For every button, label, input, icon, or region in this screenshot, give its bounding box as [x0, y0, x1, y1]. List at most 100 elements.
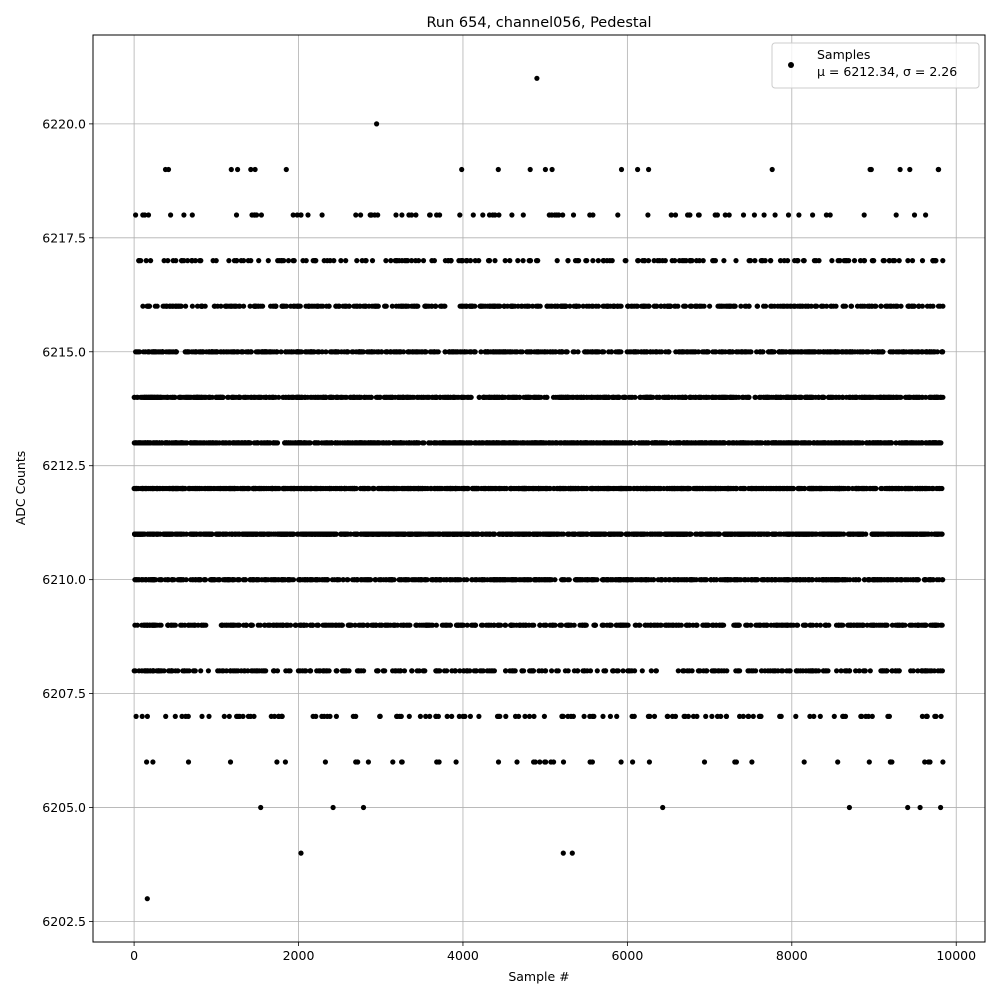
data-point	[703, 713, 709, 720]
data-point	[254, 531, 260, 537]
data-point	[600, 713, 606, 720]
data-point	[764, 622, 770, 628]
data-point	[143, 485, 149, 492]
data-point	[624, 577, 630, 583]
data-point	[664, 485, 670, 492]
data-point	[537, 759, 543, 765]
data-point	[529, 622, 535, 628]
data-point	[458, 531, 465, 537]
data-point	[825, 531, 831, 537]
data-point	[887, 440, 893, 446]
data-point	[183, 531, 189, 537]
data-point	[452, 668, 458, 674]
data-point	[847, 531, 853, 537]
data-point	[365, 577, 371, 583]
data-point	[632, 668, 638, 674]
data-point	[198, 668, 204, 674]
data-point	[881, 531, 887, 537]
data-point	[896, 668, 902, 674]
data-point	[260, 668, 266, 674]
data-point	[646, 759, 653, 765]
data-point	[271, 713, 278, 720]
data-point	[428, 485, 434, 492]
data-point	[377, 713, 383, 720]
data-point	[811, 440, 817, 446]
data-point	[267, 485, 273, 492]
data-point	[641, 485, 647, 492]
data-point	[342, 531, 348, 537]
data-point	[457, 668, 463, 674]
data-point	[144, 759, 150, 765]
data-point	[356, 622, 362, 628]
data-point	[713, 577, 720, 583]
data-point	[219, 668, 225, 674]
data-point	[403, 440, 410, 446]
data-point	[631, 713, 637, 720]
data-point	[286, 668, 292, 674]
data-point	[462, 485, 468, 492]
data-point	[476, 713, 482, 720]
data-point	[715, 485, 722, 492]
data-point	[618, 759, 624, 765]
data-point	[554, 668, 560, 674]
data-point	[931, 622, 937, 628]
data-point	[406, 713, 412, 720]
data-point	[672, 577, 678, 583]
data-point	[832, 577, 838, 583]
data-point	[365, 622, 371, 628]
data-point	[639, 668, 645, 674]
data-point	[494, 713, 501, 720]
data-point	[628, 440, 634, 446]
data-point	[845, 440, 852, 446]
data-point	[617, 622, 623, 628]
data-point	[814, 622, 820, 628]
data-point	[502, 577, 508, 583]
data-point	[575, 485, 582, 492]
data-point	[938, 622, 944, 628]
data-point	[162, 440, 168, 446]
data-point	[658, 622, 664, 628]
data-point	[266, 440, 272, 446]
data-point	[384, 622, 391, 628]
data-point	[796, 485, 802, 492]
data-point	[521, 531, 527, 537]
data-point	[172, 713, 178, 720]
data-point	[566, 577, 572, 583]
data-point	[613, 622, 619, 628]
data-point	[894, 622, 901, 628]
data-point	[230, 622, 236, 628]
data-point	[885, 713, 891, 720]
data-point	[805, 668, 812, 674]
data-point	[202, 577, 208, 583]
data-point	[295, 668, 301, 674]
data-point	[276, 531, 283, 537]
data-point	[398, 440, 404, 446]
data-point	[591, 622, 597, 628]
data-point	[146, 577, 152, 583]
data-point	[694, 485, 700, 492]
data-point	[495, 485, 502, 492]
data-point	[607, 713, 614, 720]
data-point	[745, 713, 751, 720]
data-point	[790, 622, 797, 628]
data-point	[500, 531, 506, 537]
data-point	[777, 577, 783, 583]
data-point	[256, 668, 262, 674]
data-point	[853, 668, 859, 674]
data-point	[756, 622, 762, 628]
data-point	[347, 622, 353, 628]
data-point	[735, 668, 741, 674]
data-point	[185, 759, 192, 765]
data-point	[353, 531, 359, 537]
data-point	[313, 713, 319, 720]
data-point	[531, 531, 537, 537]
data-point	[705, 531, 712, 537]
data-point	[939, 668, 946, 674]
data-point	[235, 577, 241, 583]
data-point	[292, 622, 298, 628]
data-point	[273, 440, 279, 446]
data-point	[394, 713, 400, 720]
data-point	[152, 440, 158, 446]
